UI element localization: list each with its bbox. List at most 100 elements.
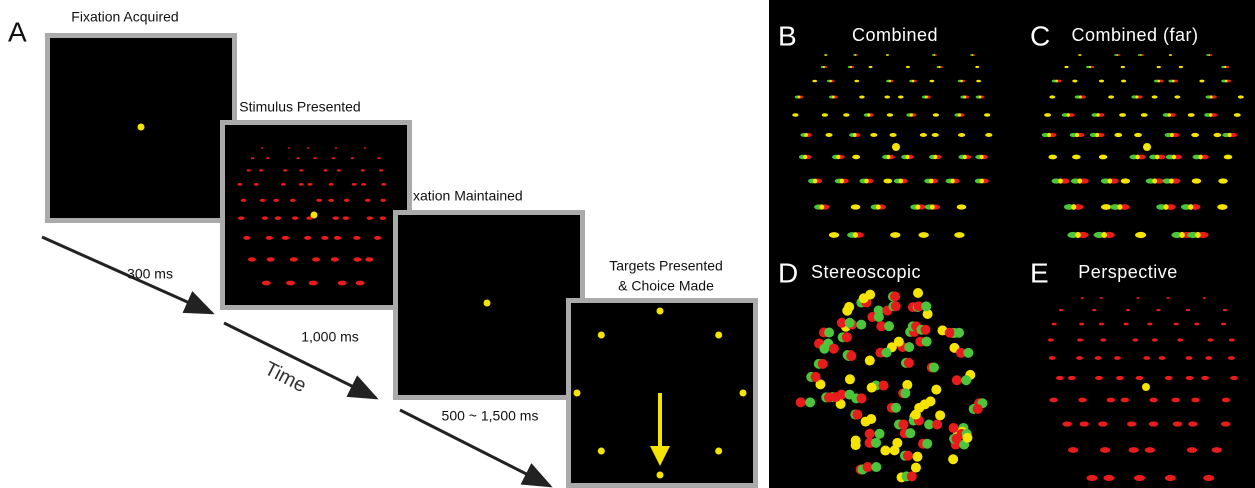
dot [1179, 232, 1185, 238]
dot [1100, 338, 1106, 341]
dot [1186, 356, 1193, 360]
dot [865, 356, 875, 366]
dot [907, 471, 917, 481]
dot [1194, 323, 1199, 326]
dot [1079, 95, 1082, 98]
dot [344, 199, 350, 202]
dot [312, 257, 320, 261]
dot [1171, 398, 1180, 403]
dot [1099, 323, 1104, 326]
dot [887, 113, 893, 116]
dot [813, 179, 817, 184]
dot [1052, 323, 1057, 326]
dot [261, 147, 264, 148]
dot [304, 236, 311, 240]
dot [886, 155, 890, 159]
dot [853, 133, 857, 137]
dot [880, 446, 890, 456]
dot [882, 348, 892, 358]
dot [292, 216, 298, 220]
dot [889, 133, 896, 137]
panel-label: C [1030, 20, 1050, 51]
dot [715, 332, 722, 339]
dot [1192, 178, 1201, 183]
dot [960, 80, 962, 83]
dot [932, 420, 942, 430]
dot [832, 95, 835, 98]
dot [1140, 54, 1142, 56]
dot [898, 419, 908, 429]
dot [890, 232, 900, 238]
dot [248, 257, 256, 261]
dot [484, 300, 491, 307]
dot [856, 320, 866, 330]
dot [1159, 356, 1166, 360]
dot [259, 169, 263, 171]
dot [1127, 421, 1136, 426]
dot [380, 216, 386, 220]
dot [879, 381, 889, 391]
dot [904, 358, 914, 368]
dot [930, 80, 935, 83]
dot [1089, 66, 1091, 68]
dot [1072, 155, 1081, 160]
dot [1217, 204, 1227, 210]
screen-title: Stimulus Presented [239, 99, 360, 115]
dot [842, 332, 852, 342]
dot [792, 113, 798, 116]
dot [1114, 356, 1121, 360]
dot [1071, 204, 1076, 210]
dot [1224, 155, 1233, 160]
dot [855, 54, 857, 56]
dot [1186, 376, 1194, 380]
dot [1141, 113, 1148, 117]
dot [805, 397, 815, 407]
dot [331, 257, 339, 261]
dot [1166, 297, 1169, 299]
dot [890, 291, 900, 301]
dot [267, 257, 275, 261]
dot [869, 66, 873, 68]
dot [1223, 309, 1227, 311]
dot [900, 388, 910, 398]
dot [1210, 95, 1213, 98]
dot [851, 204, 861, 209]
dot [1136, 297, 1139, 299]
dot [824, 327, 834, 337]
panel-label: D [778, 257, 798, 288]
dot [282, 236, 289, 240]
dot [911, 463, 921, 473]
dot [1077, 338, 1083, 341]
dot [1116, 54, 1118, 56]
dot [365, 199, 371, 202]
dot [1067, 113, 1070, 117]
dot [1107, 178, 1112, 183]
dot [929, 362, 939, 372]
dot [1048, 338, 1054, 341]
dot [899, 179, 903, 184]
dot [913, 288, 923, 298]
dot [361, 169, 365, 171]
dot [886, 54, 889, 56]
dot [850, 66, 852, 68]
dot [1221, 421, 1230, 426]
dot [380, 199, 386, 202]
dot [1199, 80, 1204, 83]
right-background [769, 0, 1255, 488]
dot [1072, 80, 1077, 83]
dot [1048, 155, 1057, 160]
dot [935, 410, 945, 420]
dot [898, 95, 904, 98]
dot [961, 375, 971, 385]
dot [574, 390, 581, 397]
dot [829, 344, 839, 354]
dot [918, 232, 928, 238]
dot [1158, 80, 1161, 83]
dot [299, 169, 303, 171]
dot [1076, 356, 1083, 360]
dot [1135, 155, 1139, 160]
dot [286, 281, 295, 286]
dot [904, 342, 914, 352]
dot [857, 393, 867, 403]
dot [824, 392, 834, 402]
